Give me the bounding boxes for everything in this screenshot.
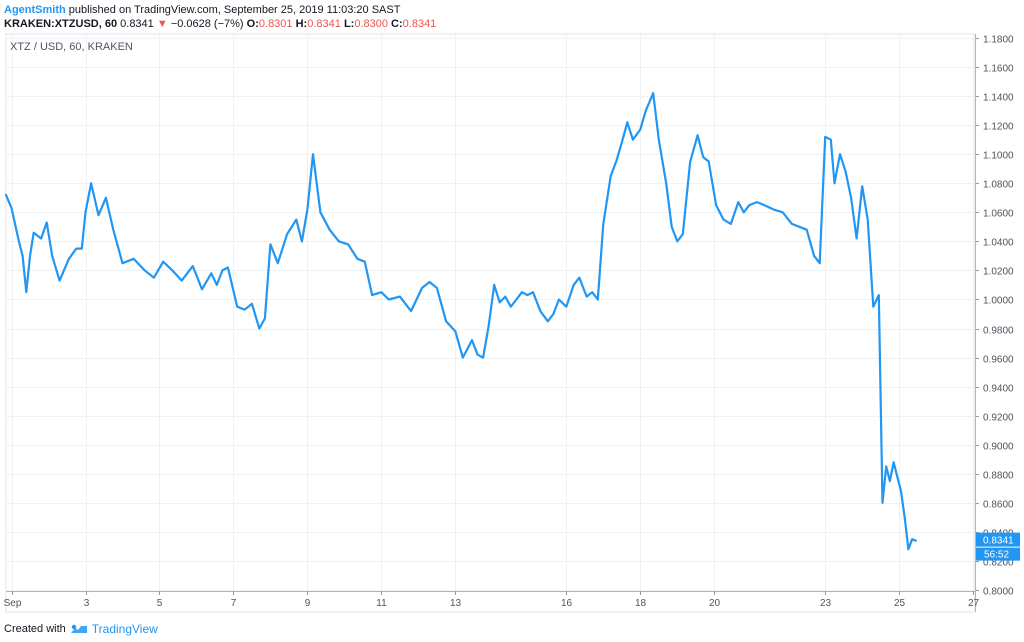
- x-tick-label: 20: [709, 598, 721, 609]
- price-chart[interactable]: 0.80000.82000.84000.86000.88000.90000.92…: [0, 0, 1024, 616]
- x-tick-label: 5: [157, 598, 163, 609]
- created-with-text: Created with: [4, 623, 66, 635]
- last-price: 0.8341: [120, 18, 154, 30]
- open-value: 0.8301: [258, 18, 293, 30]
- timer-badge-text: 56:52: [984, 550, 1009, 561]
- footer: Created with TradingView: [4, 621, 158, 637]
- symbol-label: KRAKEN:XTZUSD, 60: [4, 18, 118, 30]
- tradingview-logo-icon: [70, 624, 87, 633]
- y-tick-label: 0.8200: [983, 558, 1014, 569]
- close-value: 0.8341: [402, 18, 437, 30]
- y-tick-label: 0.9400: [983, 384, 1014, 395]
- y-tick-label: 1.1200: [983, 122, 1014, 133]
- timer-badge: [976, 547, 1020, 561]
- y-tick-label: 0.9600: [983, 355, 1014, 366]
- published-text: published on TradingView.com, September …: [68, 4, 401, 16]
- low-value: 0.8300: [354, 18, 388, 30]
- y-tick-label: 0.8800: [983, 471, 1014, 482]
- author-link[interactable]: AgentSmith: [4, 4, 66, 16]
- y-tick-label: 1.1600: [983, 64, 1014, 75]
- y-tick-label: 1.0000: [983, 296, 1014, 307]
- down-arrow-icon: ▼: [156, 18, 168, 30]
- y-tick-label: 1.0200: [983, 267, 1014, 278]
- publish-info: AgentSmith published on TradingView.com,…: [4, 3, 400, 17]
- x-tick-label: Sep: [4, 598, 22, 609]
- high-value: 0.8341: [307, 18, 341, 30]
- x-tick-label: 3: [84, 598, 90, 609]
- tradingview-brand[interactable]: TradingView: [91, 622, 158, 636]
- y-tick-label: 1.1400: [983, 93, 1014, 104]
- price-change: −0.0628 (−7%): [170, 18, 244, 30]
- x-tick-label: 25: [894, 598, 906, 609]
- chart-symbol-label: XTZ / USD, 60, KRAKEN: [10, 41, 133, 53]
- y-tick-label: 1.0400: [983, 238, 1014, 249]
- x-tick-label: 7: [231, 598, 237, 609]
- y-tick-label: 1.0800: [983, 180, 1014, 191]
- ohlc-legend: KRAKEN:XTZUSD, 60 0.8341 ▼ −0.0628 (−7%)…: [4, 17, 436, 31]
- close-label: C:: [391, 18, 403, 30]
- x-tick-label: 16: [561, 598, 573, 609]
- y-tick-label: 0.9000: [983, 442, 1014, 453]
- last-price-badge: [976, 532, 1020, 547]
- chart-frame: [5, 33, 976, 613]
- high-label: H:: [295, 18, 308, 30]
- y-tick-label: 0.8000: [983, 587, 1014, 598]
- open-label: O:: [246, 18, 259, 30]
- last-price-badge-text: 0.8341: [983, 536, 1014, 547]
- x-tick-label: 27: [968, 598, 980, 609]
- x-tick-label: 18: [635, 598, 647, 609]
- x-tick-label: 9: [305, 598, 311, 609]
- y-tick-label: 0.9800: [983, 326, 1014, 337]
- y-tick-label: 1.1800: [983, 35, 1014, 46]
- y-tick-label: 1.0600: [983, 209, 1014, 220]
- price-series-line: [4, 92, 917, 551]
- y-tick-label: 0.8600: [983, 500, 1014, 511]
- y-tick-label: 1.1000: [983, 151, 1014, 162]
- x-tick-label: 23: [820, 598, 832, 609]
- x-tick-label: 13: [450, 598, 462, 609]
- low-label: L:: [343, 18, 355, 30]
- x-tick-label: 11: [376, 598, 387, 609]
- y-tick-label: 0.9200: [983, 413, 1014, 424]
